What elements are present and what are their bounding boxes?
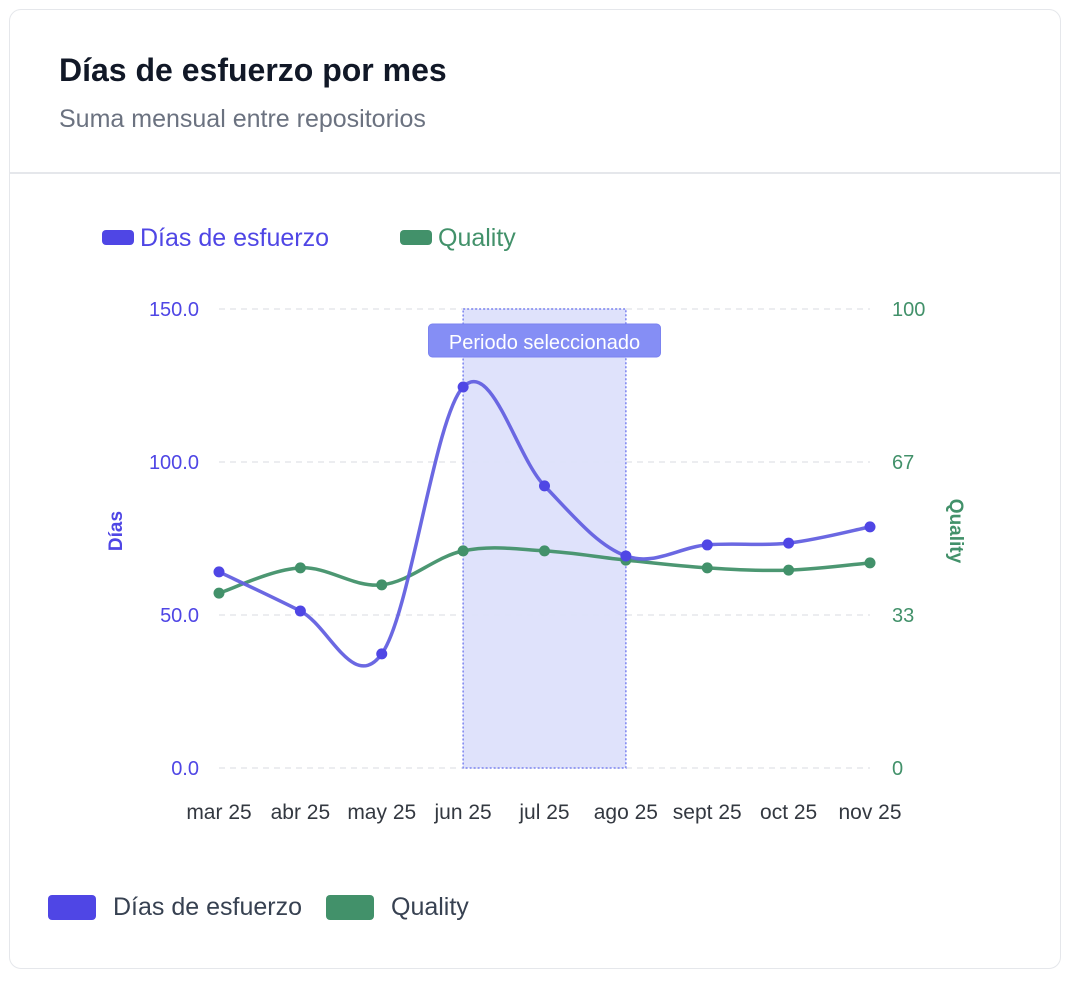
dias-line [218, 379, 871, 668]
dias-point[interactable] [213, 566, 225, 578]
card-subtitle: Suma mensual entre repositorios [59, 105, 426, 133]
quality-point[interactable] [783, 564, 795, 576]
dias-point[interactable] [864, 521, 876, 533]
dias-point[interactable] [294, 605, 306, 617]
bottom-legend: Días de esfuerzo Quality [48, 893, 493, 922]
top-legend-item-dias[interactable]: Días de esfuerzo [102, 224, 329, 252]
dias-point[interactable] [376, 648, 388, 660]
legend-swatch [102, 230, 134, 245]
x-tick-label: nov 25 [838, 801, 901, 824]
y-axis-title-right: Quality [945, 499, 966, 564]
legend-label: Días de esfuerzo [140, 224, 329, 252]
x-tick-label: sept 25 [673, 801, 742, 824]
legend-label-quality: Quality [391, 893, 469, 921]
quality-point[interactable] [864, 557, 876, 569]
quality-point[interactable] [539, 545, 550, 557]
top-legend-item-quality[interactable]: Quality [400, 224, 516, 252]
y-tick-right: 33 [892, 605, 914, 627]
legend-label-dias: Días de esfuerzo [113, 893, 302, 921]
selected-period-label-bg [428, 323, 661, 358]
legend-label: Quality [438, 224, 516, 252]
y-tick-right: 100 [892, 299, 925, 321]
quality-point[interactable] [376, 579, 388, 591]
selected-period-box[interactable] [462, 308, 627, 769]
x-tick-label: mar 25 [186, 801, 251, 824]
dias-point[interactable] [620, 550, 632, 562]
quality-point[interactable] [457, 545, 469, 557]
quality-point[interactable] [213, 587, 225, 599]
quality-point[interactable] [294, 562, 306, 574]
legend-item-quality[interactable]: Quality [326, 893, 469, 922]
y-tick-left: 100.0 [149, 452, 199, 474]
card-header: Días de esfuerzo por mes Suma mensual en… [10, 10, 1060, 174]
selected-period-label: Periodo seleccionado [449, 332, 640, 354]
dias-point[interactable] [701, 539, 713, 551]
x-tick-label: oct 25 [760, 801, 817, 824]
card-title: Días de esfuerzo por mes [59, 52, 447, 88]
x-tick-label: may 25 [347, 801, 416, 824]
legend-swatch [400, 230, 432, 245]
y-tick-left: 0.0 [171, 758, 199, 780]
dias-point[interactable] [457, 381, 469, 393]
y-tick-right: 67 [892, 452, 914, 474]
x-tick-label: abr 25 [271, 801, 331, 824]
y-axis-title-left: Días [106, 511, 127, 551]
x-tick-label: jul 25 [518, 801, 569, 824]
dias-point[interactable] [783, 537, 795, 549]
x-tick-label: ago 25 [594, 801, 658, 824]
quality-point[interactable] [701, 562, 713, 574]
dias-point[interactable] [539, 480, 550, 492]
legend-swatch-dias [48, 895, 96, 920]
y-tick-right: 0 [892, 758, 903, 780]
y-tick-left: 50.0 [160, 605, 199, 627]
x-tick-label: jun 25 [434, 801, 492, 824]
y-tick-left: 150.0 [149, 299, 199, 321]
legend-swatch-quality [326, 895, 374, 920]
legend-item-dias[interactable]: Días de esfuerzo [48, 893, 302, 922]
